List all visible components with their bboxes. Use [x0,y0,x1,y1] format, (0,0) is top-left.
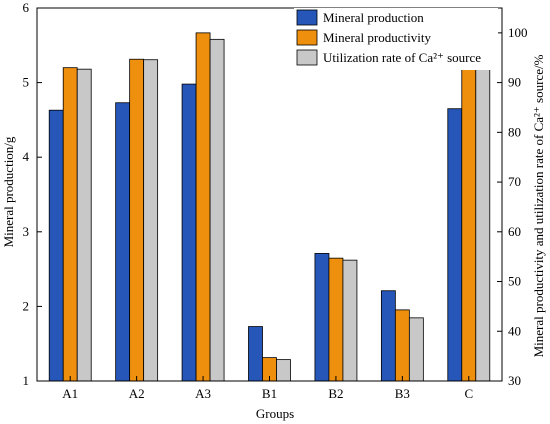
right-tick-label: 40 [508,323,521,338]
right-tick-label: 60 [508,224,521,239]
left-tick-label: 4 [23,149,30,164]
bar-a1-series-1 [48,109,64,382]
x-tick-label: B1 [262,386,277,401]
x-tick-label: B3 [395,386,410,401]
bar-a3-series-2 [195,32,211,382]
right-axis-title: Mineral productivity and utilization rat… [531,54,546,357]
bar-a3-series-3 [209,38,225,382]
bar-b3-series-2 [394,309,410,382]
x-axis-title: Groups [256,406,294,421]
bar-b2-series-1 [314,253,330,382]
bar-c-series-3 [475,67,491,382]
right-tick-label: 90 [508,75,521,90]
bar-b1-series-3 [276,359,291,382]
left-tick-label: 2 [23,298,30,313]
x-tick-label: C [464,386,473,401]
bar-b2-series-2 [328,257,344,382]
legend-label-1: Mineral production [323,10,424,25]
legend-swatch-1 [296,9,318,26]
right-tick-label: 30 [508,373,521,388]
bar-a2-series-1 [115,102,131,382]
x-tick-label: B2 [328,386,343,401]
legend-label-2: Mineral productivity [323,30,431,45]
bar-a3-series-1 [181,83,197,382]
legend: Mineral production Mineral productivity Ut… [294,8,498,70]
bar-b1-series-1 [248,326,263,382]
x-tick-label: A2 [129,386,145,401]
bar-c-series-2 [461,65,477,382]
bar-b3-series-1 [380,290,396,382]
bars [48,32,491,382]
x-tick-label: A1 [62,386,78,401]
x-tick-label: A3 [195,386,211,401]
right-tick-label: 50 [508,274,521,289]
left-tick-label: 3 [23,224,30,239]
legend-label-3: Utilization rate of Ca²⁺ source [323,50,481,65]
left-tick-label: 6 [23,0,30,15]
right-tick-label: 80 [508,124,521,139]
left-tick-label: 5 [23,75,30,90]
legend-swatch-2 [296,29,318,46]
x-axis: A1 A2 A3 B1 B2 B3 C [62,376,473,401]
legend-swatch-3 [296,49,318,66]
bar-b2-series-3 [342,259,358,382]
left-axis: 1 2 3 4 5 6 [23,0,42,388]
bar-a2-series-2 [129,58,145,382]
right-axis: 30 40 50 60 70 80 90 100 [497,25,528,388]
left-axis-title: Mineral production/g [1,136,16,247]
bar-b3-series-3 [408,317,424,382]
bar-a1-series-3 [76,68,92,382]
bar-c-series-1 [447,108,463,382]
right-tick-label: 70 [508,174,521,189]
left-tick-label: 1 [23,373,30,388]
right-tick-label: 100 [508,25,528,40]
bar-a1-series-2 [62,67,78,382]
legend-background [294,8,498,70]
bar-a2-series-3 [143,59,159,382]
